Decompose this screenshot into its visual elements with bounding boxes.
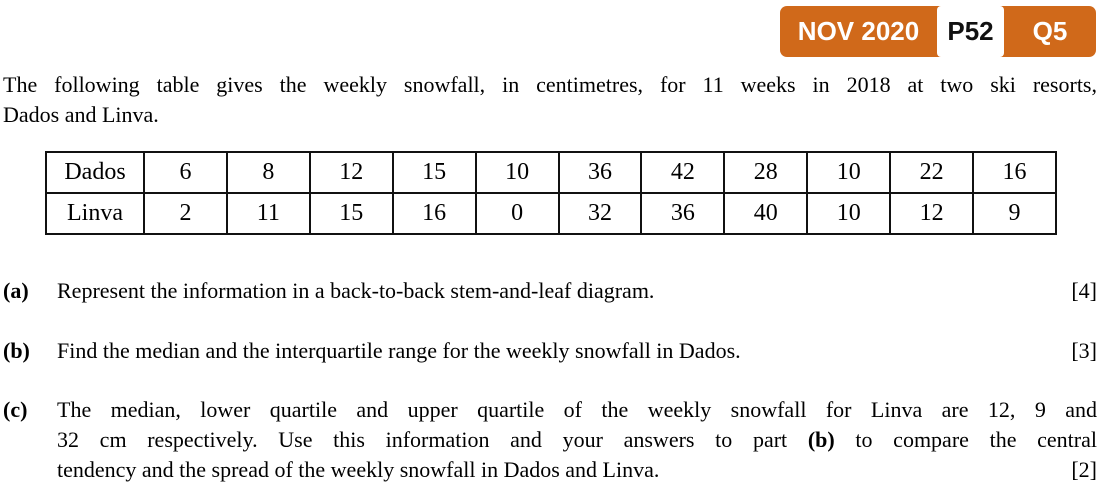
table-row-linva: Linva 2 11 15 16 0 32 36 40 10 12 9	[45, 192, 1057, 235]
table-cell: 12	[889, 192, 975, 235]
table-cell: 10	[806, 192, 892, 235]
part-c-line-3: tendency and the spread of the weekly sn…	[57, 457, 660, 482]
part-a-marks: [4]	[1071, 278, 1097, 303]
part-c-line-2-bold-ref: (b)	[807, 427, 835, 452]
table-cell: 40	[723, 192, 809, 235]
table-cell: 36	[557, 151, 643, 194]
part-c-line-2: 32 cm respectively. Use this information…	[57, 425, 1097, 455]
table-cell: 9	[972, 192, 1057, 235]
table-cell: 15	[391, 151, 477, 194]
part-c-line-3-row: [2] tendency and the spread of the weekly…	[57, 455, 1097, 485]
table-cell: 42	[640, 151, 726, 194]
table-cell: 6	[143, 151, 228, 194]
intro-line-1: The following table gives the weekly sno…	[3, 72, 1097, 97]
part-a-text: Represent the information in a back-to-b…	[57, 278, 655, 303]
part-c-text: The median, lower quartile and upper qua…	[57, 395, 1097, 485]
table-cell: 28	[723, 151, 809, 194]
table-cell: 10	[806, 151, 892, 194]
intro-paragraph: The following table gives the weekly sno…	[3, 70, 1097, 130]
part-b-label: (b)	[3, 338, 30, 363]
part-a-label: (a)	[3, 278, 29, 303]
table-cell: 15	[308, 192, 394, 235]
table-cell: 12	[308, 151, 394, 194]
table-cell: 36	[640, 192, 726, 235]
table-row-dados: Dados 6 8 12 15 10 36 42 28 10 22 16	[45, 151, 1057, 194]
question-number-badge: Q5	[1032, 16, 1068, 46]
question-part-c: (c) The median, lower quartile and upper…	[3, 395, 1097, 485]
paper-badge: NOV 2020 P52 Q5	[780, 6, 1096, 57]
table-cell: 32	[557, 192, 643, 235]
row-label-dados: Dados	[45, 151, 145, 194]
table-cell: 2	[143, 192, 228, 235]
session-badge: NOV 2020	[797, 16, 920, 46]
question-part-a: (a) Represent the information in a back-…	[3, 276, 1097, 306]
table-cell: 16	[391, 192, 477, 235]
table-cell: 11	[225, 192, 311, 235]
part-b-text: Find the median and the interquartile ra…	[57, 338, 741, 363]
table-cell: 8	[225, 151, 311, 194]
part-c-marks: [2]	[1071, 457, 1097, 482]
part-c-line-1: The median, lower quartile and upper qua…	[57, 397, 1097, 422]
part-c-line-2-after: to compare the central	[834, 427, 1097, 452]
table-cell: 16	[972, 151, 1057, 194]
question-part-b: (b) Find the median and the interquartil…	[3, 336, 1097, 366]
paper-code-badge: P52	[937, 6, 1004, 57]
table-cell: 22	[889, 151, 975, 194]
part-c-line-2-before: 32 cm respectively. Use this information…	[57, 427, 808, 452]
part-b-marks: [3]	[1071, 338, 1097, 363]
part-c-label: (c)	[3, 397, 28, 422]
intro-line-2: Dados and Linva.	[3, 102, 159, 127]
table-cell: 0	[474, 192, 560, 235]
table-cell: 10	[474, 151, 560, 194]
row-label-linva: Linva	[45, 192, 145, 235]
snowfall-table: Dados 6 8 12 15 10 36 42 28 10 22 16 Lin…	[45, 151, 1057, 235]
